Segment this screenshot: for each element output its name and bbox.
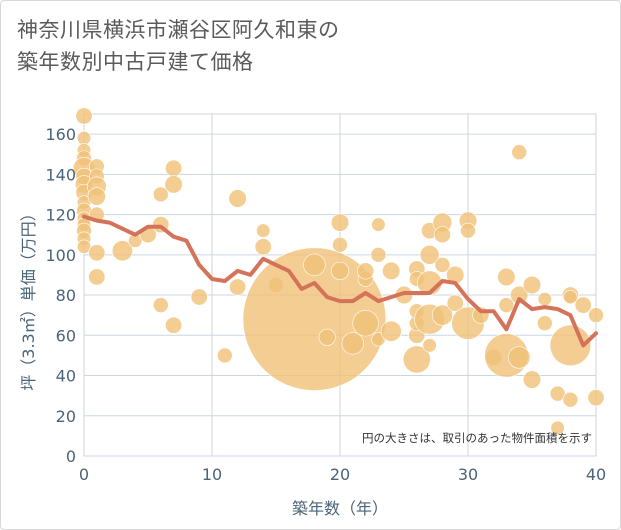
data-bubble	[330, 213, 350, 232]
average-price-line	[82, 214, 598, 348]
data-bubble	[190, 288, 208, 306]
chart-title-line2: 築年数別中古戸建て価格	[17, 50, 254, 74]
data-bubble	[332, 236, 348, 253]
x-tick-label: 30	[458, 465, 478, 484]
grid	[83, 113, 597, 457]
data-bubble	[217, 347, 233, 364]
y-tick-label: 80	[56, 286, 76, 305]
data-bubble	[563, 289, 578, 305]
data-bubble	[352, 310, 379, 337]
data-bubble	[497, 267, 516, 287]
data-bubble	[446, 294, 464, 312]
data-bubble	[165, 316, 183, 334]
data-bubble	[256, 223, 271, 238]
data-bubble	[588, 307, 604, 323]
data-bubble	[330, 261, 350, 281]
chart-title: 神奈川県横浜市瀬谷区阿久和東の 築年数別中古戸建て価格	[17, 14, 340, 78]
bubble-size-note: 円の大きさは、取引のあった物件面積を示す	[362, 431, 592, 445]
data-bubble	[433, 226, 451, 244]
data-bubble	[254, 238, 272, 256]
data-bubble	[562, 391, 579, 408]
data-bubble	[508, 346, 531, 369]
data-bubble	[431, 304, 453, 326]
data-bubble	[318, 328, 336, 346]
y-tick-label: 100	[45, 246, 76, 265]
data-bubble	[153, 186, 169, 203]
data-bubble	[522, 275, 542, 295]
y-tick-label: 160	[45, 125, 76, 144]
data-bubble	[341, 332, 364, 355]
data-bubble	[153, 297, 169, 313]
data-bubble	[111, 240, 133, 262]
data-bubble	[303, 253, 326, 277]
data-bubble	[228, 189, 247, 208]
y-tick-label: 120	[45, 206, 76, 225]
x-tick-label: 10	[202, 465, 222, 484]
average-line-group	[82, 214, 598, 348]
x-axis-title: 築年数（年）	[292, 499, 388, 518]
chart-title-line1: 神奈川県横浜市瀬谷区阿久和東の	[17, 18, 340, 42]
y-tick-label: 140	[45, 165, 76, 184]
data-bubble	[522, 370, 542, 389]
data-bubble	[380, 320, 402, 342]
data-bubble	[165, 159, 183, 177]
data-bubble	[76, 131, 92, 146]
data-bubble	[498, 297, 515, 313]
data-bubble	[550, 420, 565, 435]
y-tick-label: 60	[56, 326, 76, 345]
data-bubble	[460, 222, 476, 239]
data-bubble	[382, 261, 401, 281]
data-bubble	[419, 245, 440, 265]
x-tick-label: 0	[79, 465, 89, 484]
data-bubble	[76, 239, 92, 254]
data-bubble	[536, 315, 553, 332]
data-bubble	[434, 257, 451, 273]
data-bubble	[549, 385, 566, 402]
data-bubble	[511, 144, 528, 161]
x-tick-label: 20	[330, 465, 350, 484]
data-bubble	[229, 278, 247, 296]
data-bubble	[370, 247, 387, 263]
data-bubble	[537, 291, 552, 307]
data-bubble	[357, 262, 375, 280]
bubbles	[72, 107, 605, 435]
y-axis-title: 坪（3.3㎡）単価（万円）	[19, 205, 38, 390]
data-bubble	[87, 187, 106, 206]
y-tick-label: 40	[56, 367, 76, 386]
axes: 0 20 40 60 80 100 120 140 160 0 10 20 30 40	[45, 125, 606, 484]
data-bubble	[242, 247, 387, 391]
data-bubble	[88, 268, 106, 286]
y-tick-label: 20	[56, 407, 76, 426]
data-bubble	[587, 389, 605, 407]
data-bubble	[422, 338, 437, 353]
data-bubble	[88, 244, 106, 262]
x-tick-label: 40	[586, 465, 606, 484]
y-tick-label: 0	[66, 447, 76, 466]
data-bubble	[574, 296, 592, 314]
data-bubble	[402, 345, 431, 374]
data-bubble	[371, 217, 386, 232]
data-bubble	[75, 107, 93, 125]
data-bubble	[164, 175, 183, 194]
